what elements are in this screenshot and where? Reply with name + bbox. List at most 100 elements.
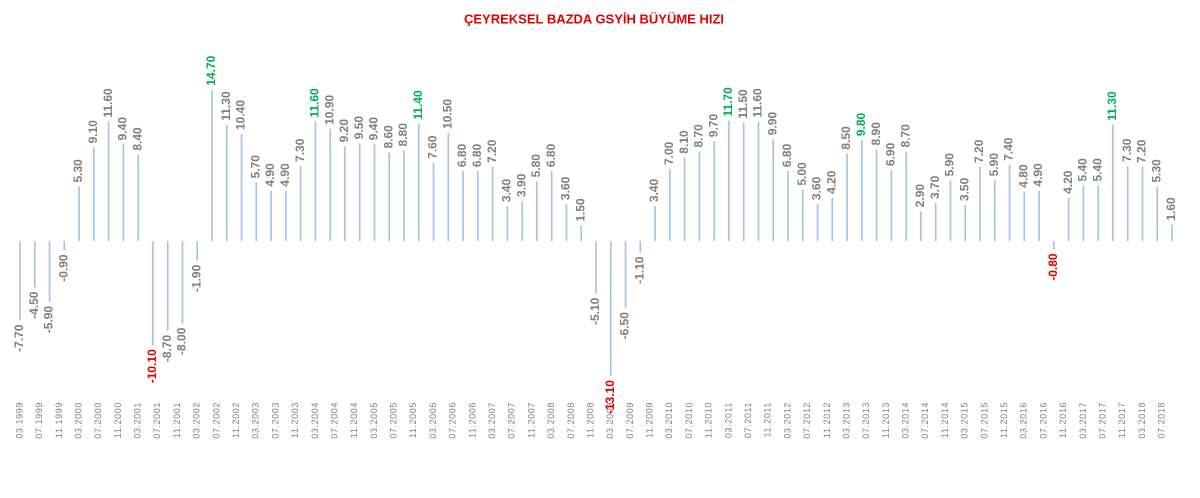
x-tick-label: 03.2017 xyxy=(1078,402,1088,439)
x-tick-label: 03.2018 xyxy=(1137,402,1147,439)
x-tick-label: 03.2008 xyxy=(546,402,556,439)
value-label: 5.30 xyxy=(1149,159,1163,183)
x-tick-label: 11.2016 xyxy=(1058,402,1068,438)
value-label: 5.40 xyxy=(1090,158,1104,182)
x-tick-label: 11.2004 xyxy=(349,402,359,438)
value-label: 10.40 xyxy=(234,100,248,130)
bar xyxy=(1008,164,1011,242)
x-tick-label: 07.2005 xyxy=(389,402,399,439)
value-label: 11.30 xyxy=(219,91,233,121)
value-label: -0.90 xyxy=(56,254,70,282)
bar xyxy=(846,153,848,242)
bar xyxy=(550,171,553,242)
x-tick-label: 07.1999 xyxy=(34,402,44,439)
bar xyxy=(225,124,228,242)
bar xyxy=(1112,124,1114,242)
value-label: 14.70 xyxy=(204,55,218,85)
value-label: 4.90 xyxy=(263,163,277,187)
value-label: -8.70 xyxy=(160,334,174,362)
bar xyxy=(831,197,834,242)
x-tick-label: 11.2001 xyxy=(172,402,182,438)
value-label: 11.60 xyxy=(751,88,765,118)
x-tick-label: 11.2000 xyxy=(113,402,123,438)
bar xyxy=(462,171,464,242)
x-tick-label: 07.2017 xyxy=(1097,402,1107,439)
bar xyxy=(536,181,538,242)
value-label: 4.90 xyxy=(278,163,292,187)
bar xyxy=(801,189,804,242)
bar xyxy=(447,132,450,242)
bar xyxy=(63,241,66,251)
bar xyxy=(565,204,568,242)
value-label: 7.30 xyxy=(1120,138,1134,162)
bar xyxy=(861,140,863,242)
x-tick-label: 07.2015 xyxy=(979,402,989,439)
value-label: 5.00 xyxy=(795,162,809,186)
bar xyxy=(48,241,51,302)
bar xyxy=(432,162,435,242)
x-tick-label: 07.2010 xyxy=(684,402,694,439)
x-tick-label: 03.2016 xyxy=(1019,402,1029,439)
value-label: -8.00 xyxy=(175,327,189,355)
value-label: 3.40 xyxy=(500,178,514,202)
value-label: 9.90 xyxy=(765,111,779,135)
value-label: 10.50 xyxy=(440,99,454,129)
bar xyxy=(403,150,405,242)
x-tick-label: 07.2013 xyxy=(861,402,871,439)
x-tick-label: 11.2009 xyxy=(645,402,655,438)
x-tick-label: 03.2007 xyxy=(487,402,497,439)
bar xyxy=(624,241,627,309)
bar xyxy=(580,225,583,242)
bar xyxy=(1156,186,1159,242)
value-label: -6.50 xyxy=(618,312,632,340)
bar xyxy=(993,180,996,242)
x-tick-label: 03.2001 xyxy=(133,402,143,439)
x-tick-label: 11.2006 xyxy=(467,402,477,438)
bar xyxy=(240,134,243,242)
bar xyxy=(1053,241,1055,250)
x-tick-label: 07.2008 xyxy=(566,402,576,439)
x-tick-label: 11.2013 xyxy=(881,402,891,438)
x-tick-label: 07.2000 xyxy=(93,402,103,439)
value-label: 8.70 xyxy=(692,124,706,148)
value-label: 7.30 xyxy=(293,138,307,162)
bar xyxy=(698,151,701,242)
value-label: 6.80 xyxy=(544,143,558,167)
bar xyxy=(491,166,494,242)
bar xyxy=(299,165,302,242)
x-tick-label: 11.2014 xyxy=(940,402,950,438)
x-tick-label: 11.2002 xyxy=(231,402,241,438)
bar xyxy=(1126,165,1129,242)
value-label: 8.90 xyxy=(869,122,883,146)
bar xyxy=(344,146,346,242)
bar xyxy=(816,204,819,242)
x-tick-label: 07.2007 xyxy=(507,402,517,439)
value-label: 6.90 xyxy=(884,142,898,166)
value-label: 4.20 xyxy=(1061,170,1075,194)
x-tick-label: 03.2014 xyxy=(901,402,911,439)
x-tick-label: 11.2003 xyxy=(290,402,300,438)
x-tick-label: 03.2015 xyxy=(960,402,970,439)
value-label: 8.80 xyxy=(396,123,410,147)
value-label: 7.20 xyxy=(972,139,986,163)
bar xyxy=(949,180,952,242)
value-label: 9.20 xyxy=(337,119,351,143)
value-label: 7.00 xyxy=(662,141,676,165)
bar xyxy=(1097,185,1099,242)
bar xyxy=(964,205,967,242)
bar xyxy=(1141,166,1144,242)
value-label: 5.80 xyxy=(529,154,543,178)
value-label: 7.20 xyxy=(485,139,499,163)
value-label: 2.90 xyxy=(913,184,927,208)
x-tick-label: 07.2009 xyxy=(625,402,635,439)
bar xyxy=(270,190,272,242)
x-tick-label: 07.2006 xyxy=(448,402,458,439)
value-label: 7.60 xyxy=(426,135,440,159)
value-label: 5.70 xyxy=(248,155,262,179)
value-label: -4.50 xyxy=(27,291,41,319)
bar xyxy=(742,122,745,242)
x-tick-label: 03.2013 xyxy=(841,402,851,439)
bar xyxy=(905,151,907,242)
x-tick-label: 03.1999 xyxy=(14,402,24,439)
value-label: 5.90 xyxy=(987,153,1001,177)
